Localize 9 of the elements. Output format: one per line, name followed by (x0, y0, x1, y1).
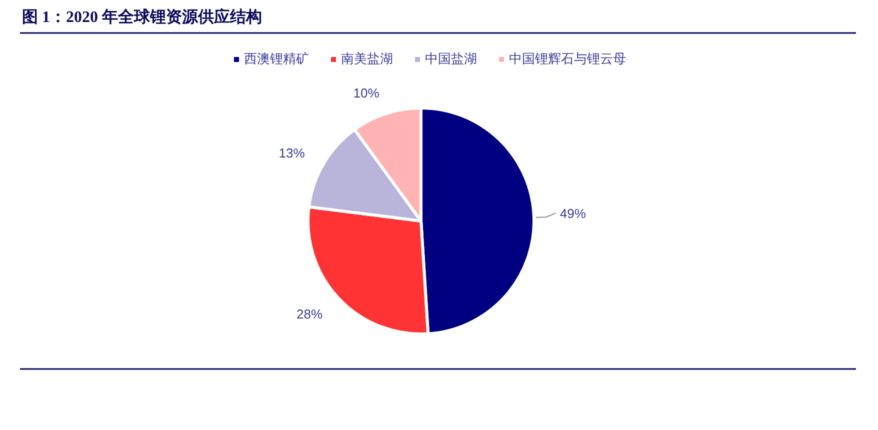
data-label: 49% (560, 206, 586, 222)
legend-label: 西澳锂精矿 (244, 51, 309, 66)
data-label: 28% (296, 306, 324, 322)
chart-title: 图 1：2020 年全球锂资源供应结构 (22, 7, 262, 26)
legend-label: 中国锂辉石与锂云母 (509, 51, 626, 66)
legend-label: 南美盐湖 (341, 51, 393, 66)
data-label: 13% (278, 145, 306, 160)
data-label: 10% (353, 86, 380, 101)
legend-label: 中国盐湖 (425, 51, 477, 66)
